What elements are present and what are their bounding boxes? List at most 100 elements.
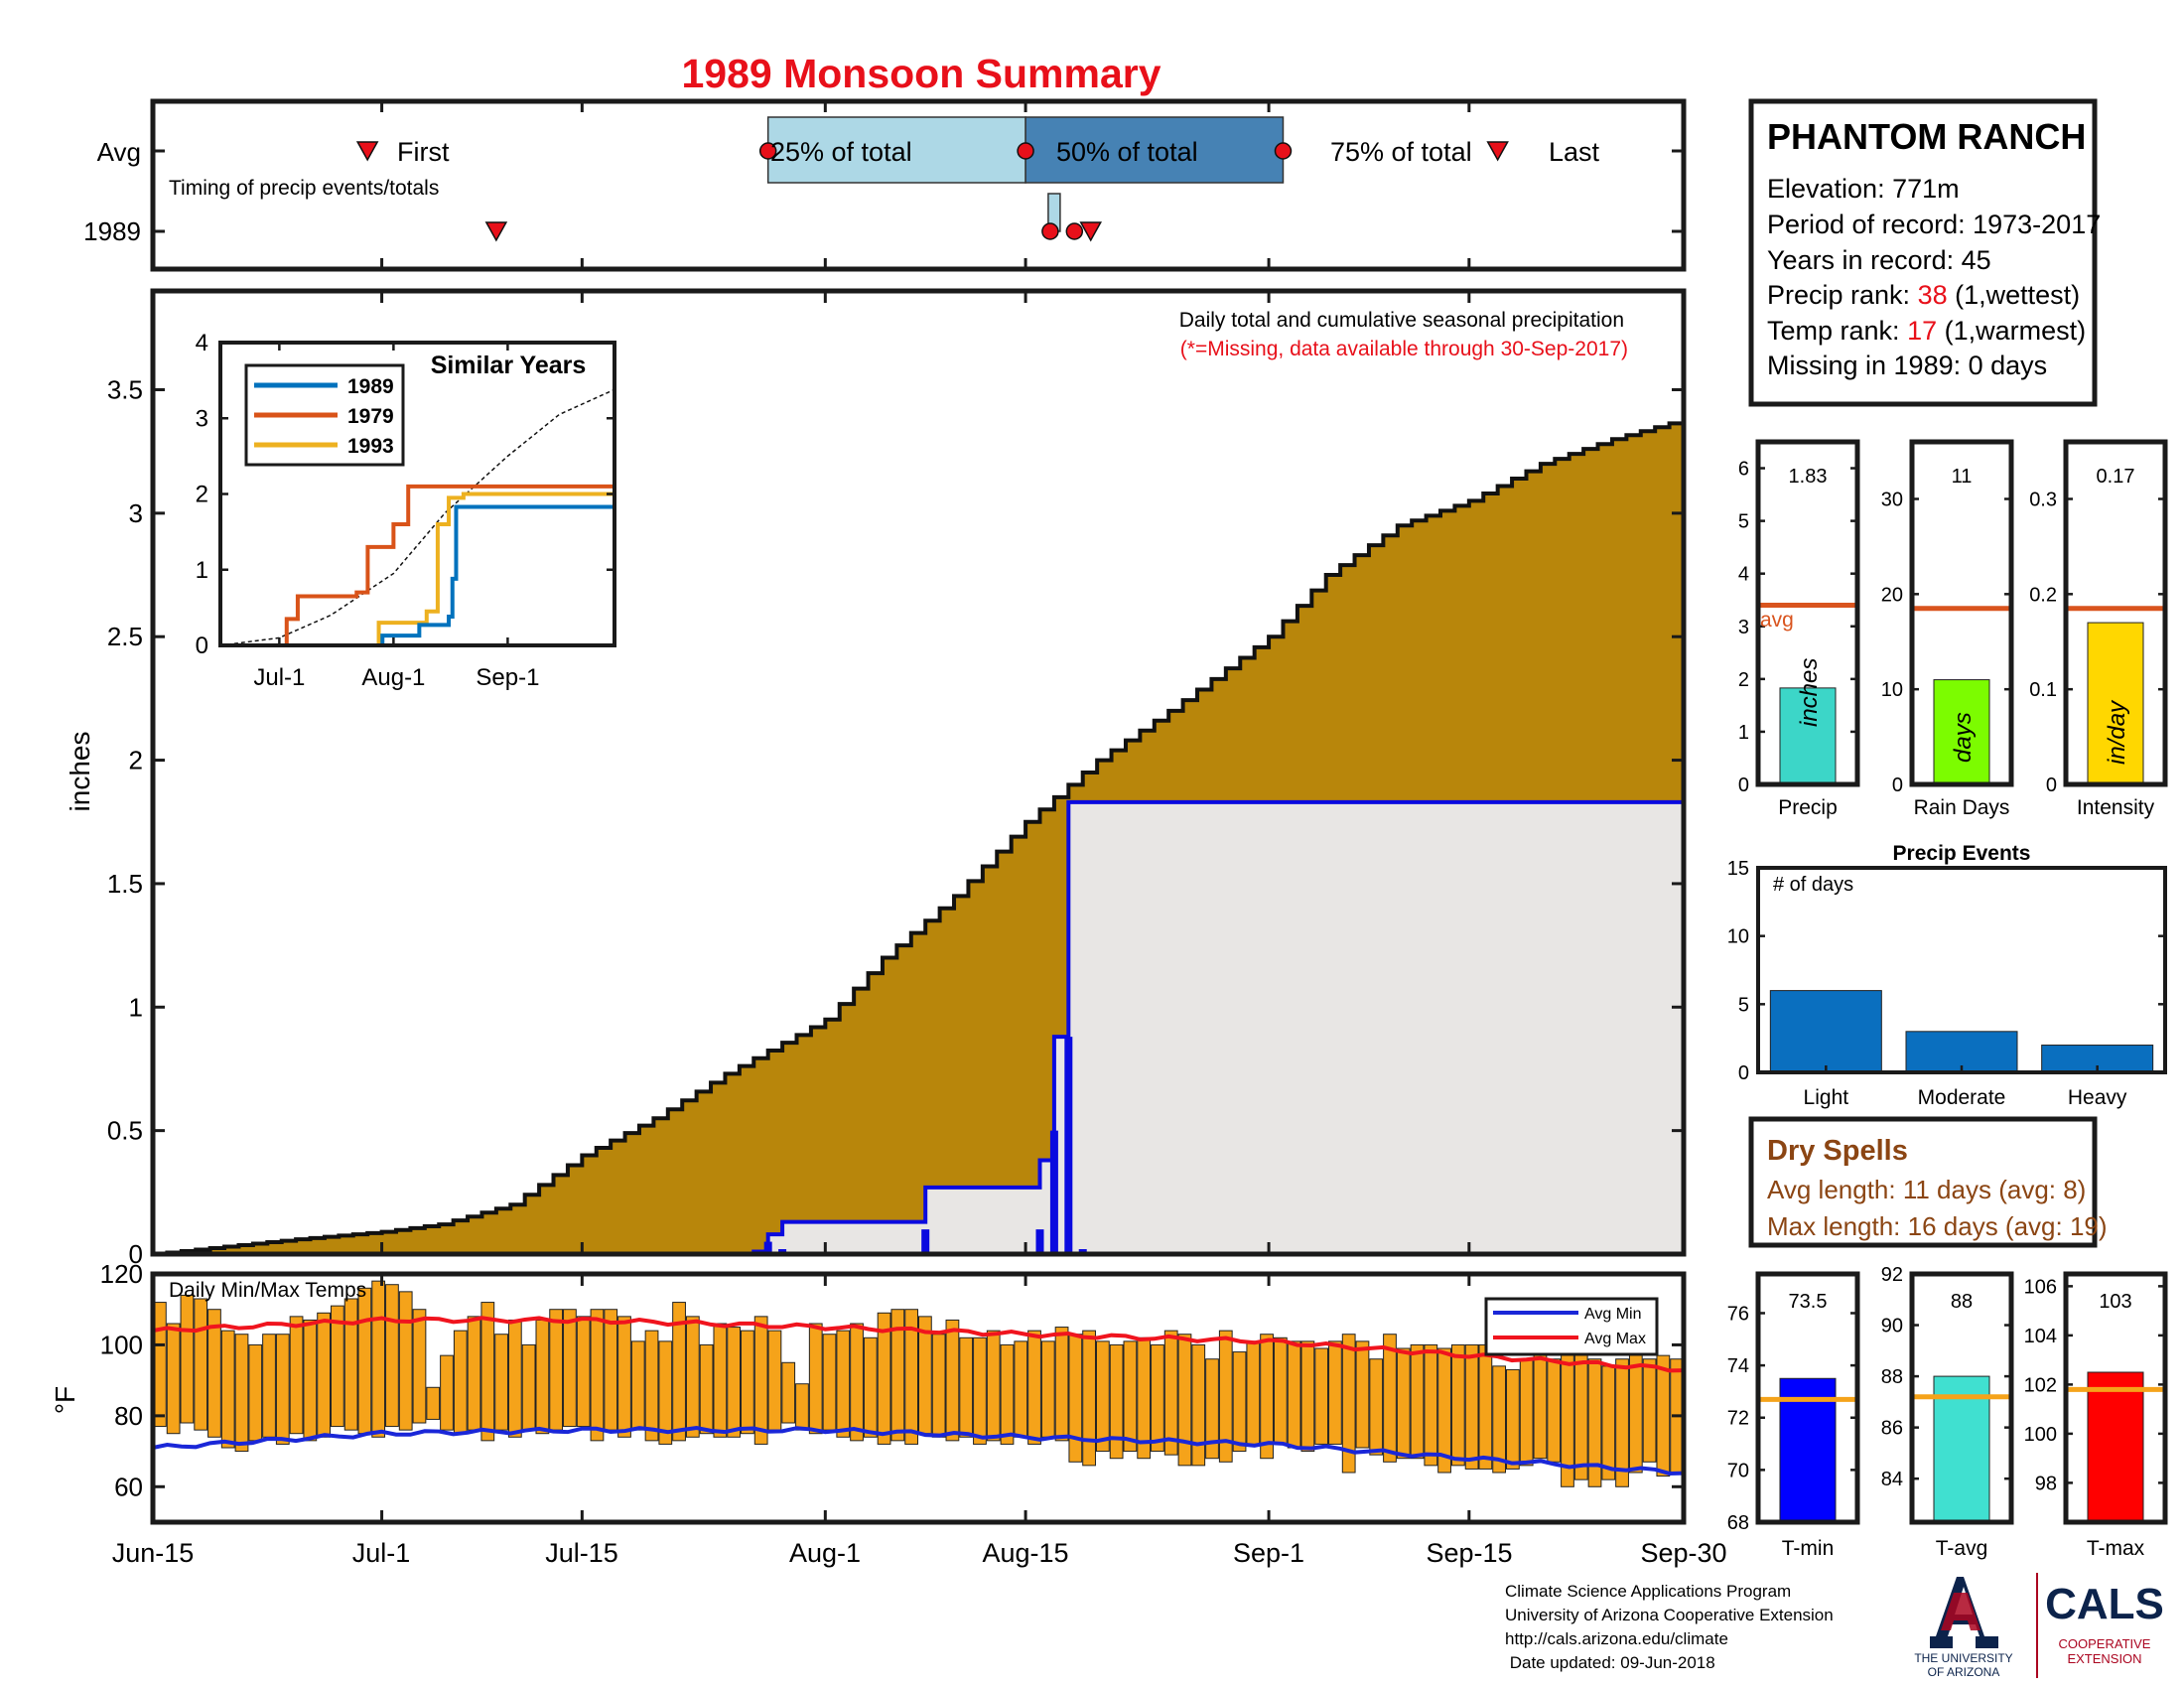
daily-temp-bar — [590, 1309, 605, 1442]
daily-temp-bar — [1027, 1330, 1041, 1445]
precip-stat-panels: 0 1 2 3 4 5 6 1.83 avg inches Precip 0 10 20 30 1… — [1738, 439, 2168, 819]
x-tick-label: Sep-30 — [1640, 1538, 1726, 1568]
x-tick-label: Aug-1 — [789, 1538, 861, 1568]
daily-temp-bar — [1232, 1351, 1247, 1453]
timing-q25-label: 25% of total — [770, 137, 912, 167]
intensity-unit: in/day — [2104, 699, 2130, 765]
daily-temp-bar — [986, 1330, 1001, 1442]
station-years: Years in record: 45 — [1767, 245, 1991, 275]
x-tick-label: Jul-1 — [352, 1538, 411, 1568]
precip-avg-label: avg — [1760, 609, 1794, 632]
intensity-tick-label: 0.1 — [2029, 679, 2057, 701]
tmax-tick-label: 98 — [2035, 1473, 2057, 1494]
daily-temp-bar — [1287, 1340, 1301, 1449]
daily-temp-bar — [234, 1334, 249, 1453]
tmin-bar — [1779, 1377, 1837, 1523]
daily-temp-bar — [795, 1383, 809, 1431]
daily-temp-bar — [549, 1309, 564, 1431]
daily-temp-bar — [303, 1319, 318, 1442]
timing-row-avg: Avg — [97, 137, 141, 167]
precip-tick-label: 3 — [1738, 617, 1749, 638]
event-category-label: Moderate — [1918, 1086, 2006, 1109]
daily-temp-bar — [1328, 1340, 1342, 1445]
daily-temp-bar — [1109, 1343, 1124, 1460]
temp-stat-panels: 68 70 72 74 76 73.5 T-min 84 86 88 90 92 88 T-av… — [1727, 1264, 2168, 1560]
temp-rank-value: 17 — [1907, 316, 1937, 346]
daily-temp-bar — [822, 1334, 837, 1431]
daily-temp-bar — [507, 1319, 522, 1438]
year-q50-marker — [1065, 222, 1084, 240]
tmax-tick-label: 100 — [2024, 1424, 2057, 1446]
daily-temp-bar — [1040, 1340, 1055, 1438]
daily-temp-bar — [194, 1298, 208, 1431]
daily-temp-bar — [1123, 1340, 1138, 1453]
rain-days-tick-label: 20 — [1881, 584, 1903, 606]
timing-first-label: First — [397, 137, 450, 167]
precip-value: 1.83 — [1789, 466, 1828, 488]
daily-temp-bar — [1300, 1340, 1315, 1453]
precip-tick-label: 5 — [1738, 511, 1749, 533]
daily-temp-bar — [604, 1309, 618, 1431]
daily-temp-bar — [1191, 1343, 1206, 1467]
daily-precip-bar — [1035, 1229, 1044, 1254]
daily-precip-bar — [1049, 1130, 1058, 1254]
inset-series-1979 — [220, 484, 614, 647]
daily-temp-bar — [890, 1309, 905, 1442]
tmax-axis-label: T-max — [2087, 1537, 2145, 1560]
temp-chart-ylabel: °F — [50, 1386, 80, 1414]
daily-temp-bar — [1615, 1358, 1629, 1487]
daily-temp-bar — [753, 1316, 768, 1445]
cals-logo-text: CALS — [2045, 1580, 2164, 1628]
timing-panel: Avg 1989 Timing of precip events/totals … — [83, 98, 1687, 272]
precip-tick-label: 0 — [1738, 774, 1749, 796]
daily-temp-bar — [385, 1284, 399, 1428]
event-y-tick-label: 10 — [1727, 926, 1749, 948]
daily-temp-bar — [180, 1294, 195, 1424]
daily-temp-bar — [1205, 1358, 1219, 1460]
inset-x-tick-label: Sep-1 — [476, 664, 539, 691]
daily-temp-bar — [412, 1309, 427, 1424]
daily-precip-bar — [921, 1229, 930, 1254]
station-temp-rank: Temp rank: 17 (1,warmest) — [1767, 316, 2086, 346]
main-chart-missing-note: (*=Missing, data available through 30-Se… — [1180, 338, 1628, 360]
station-precip-rank: Precip rank: 38 (1,wettest) — [1767, 280, 2080, 310]
similar-years-legend: 1989 1979 1993 — [254, 375, 394, 458]
daily-temp-bar — [1410, 1343, 1425, 1460]
avg-min-legend-label: Avg Min — [1584, 1306, 1642, 1323]
daily-temp-bar — [1314, 1347, 1329, 1445]
tavg-tick-label: 88 — [1881, 1366, 1903, 1388]
timing-row-year: 1989 — [83, 216, 141, 246]
daily-precip-bar — [1064, 1037, 1073, 1254]
daily-temp-bar — [1341, 1334, 1356, 1474]
tmin-value: 73.5 — [1789, 1291, 1828, 1313]
daily-temp-bar — [741, 1330, 754, 1435]
daily-temp-bar — [1000, 1343, 1015, 1445]
event-category-label: Light — [1804, 1086, 1849, 1109]
precip-chart: 0 0.5 1 1.5 2 2.5 3 3.5 Daily total and cumulat… — [65, 288, 1687, 1269]
daily-temp-bar — [1355, 1340, 1370, 1449]
tavg-value: 88 — [1951, 1291, 1973, 1313]
daily-temp-bar — [727, 1327, 742, 1438]
precip-bar — [1779, 687, 1837, 785]
temp-y-tick-label: 80 — [114, 1401, 143, 1431]
daily-temp-bar — [1396, 1347, 1411, 1460]
daily-temp-bar — [617, 1316, 631, 1438]
daily-temp-bar — [973, 1336, 987, 1445]
event-y-tick-label: 5 — [1738, 994, 1749, 1016]
precip-events-ylabel: # of days — [1773, 874, 1853, 896]
daily-temp-bar — [220, 1330, 235, 1449]
daily-temp-bar — [357, 1287, 372, 1435]
daily-temp-bar — [1054, 1327, 1069, 1442]
daily-temp-bar — [877, 1312, 891, 1445]
rain-days-bar — [1933, 679, 1990, 785]
daily-temp-bar — [207, 1309, 221, 1438]
university-of-arizona-logo: THE UNIVERSITY OF ARIZONA — [1914, 1577, 2013, 1679]
main-chart-note: Daily total and cumulative seasonal prec… — [1179, 309, 1624, 332]
avg-max-legend-label: Avg Max — [1584, 1331, 1646, 1347]
daily-temp-bar — [398, 1291, 413, 1431]
tmin-tick-label: 70 — [1727, 1460, 1749, 1481]
x-tick-label: Sep-15 — [1426, 1538, 1512, 1568]
daily-temp-bar — [781, 1361, 796, 1424]
daily-temp-bar — [685, 1316, 700, 1438]
daily-temp-bar — [1533, 1347, 1548, 1460]
